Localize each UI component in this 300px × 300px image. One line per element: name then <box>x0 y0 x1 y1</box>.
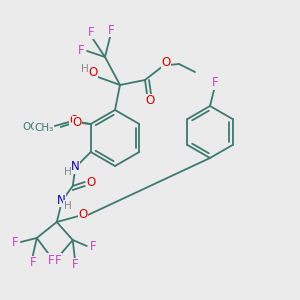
Text: H: H <box>64 167 72 177</box>
Text: F: F <box>71 259 78 272</box>
Text: N: N <box>56 194 65 206</box>
Text: F: F <box>212 76 218 89</box>
Text: O: O <box>161 56 171 70</box>
Text: N: N <box>70 160 79 173</box>
Text: F: F <box>54 254 61 266</box>
Text: F: F <box>11 236 18 250</box>
Text: F: F <box>88 26 94 38</box>
Text: H: H <box>64 201 72 211</box>
Text: F: F <box>108 23 114 37</box>
Text: CH₃: CH₃ <box>34 123 54 133</box>
Text: OCH₃: OCH₃ <box>22 122 50 132</box>
Text: F: F <box>47 254 54 266</box>
Text: F: F <box>78 44 84 58</box>
Text: F: F <box>29 256 36 269</box>
Text: O: O <box>86 176 95 190</box>
Text: H: H <box>81 64 89 74</box>
Text: O: O <box>72 116 81 130</box>
Text: O: O <box>69 115 78 128</box>
Text: O: O <box>88 67 98 80</box>
Text: O: O <box>146 94 154 107</box>
Text: F: F <box>89 241 96 254</box>
Text: O: O <box>78 208 87 220</box>
